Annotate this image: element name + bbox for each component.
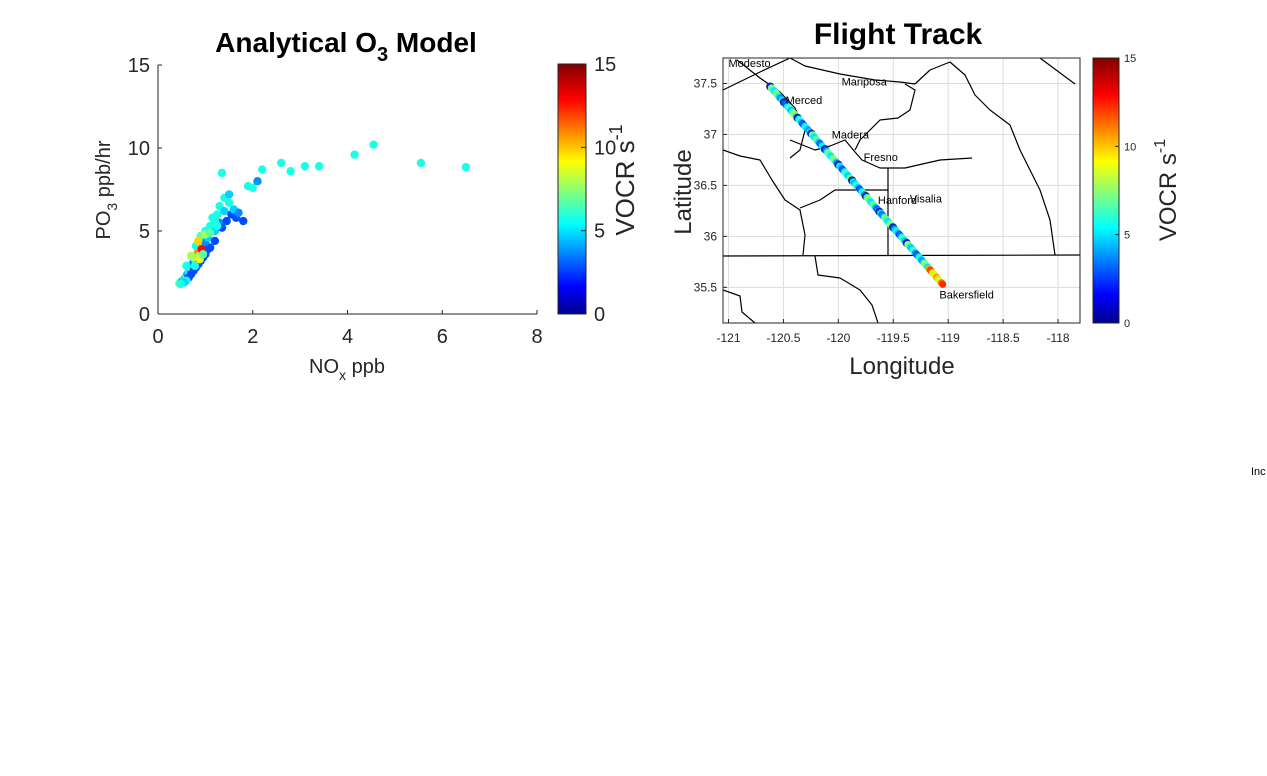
left-scatter-point bbox=[234, 208, 243, 217]
left-x-axis-label: NOx ppb bbox=[309, 356, 385, 383]
left-y-tick-label: 0 bbox=[139, 304, 150, 326]
right-colorbar-tick-label: 15 bbox=[1124, 53, 1136, 65]
left-scatter-point bbox=[213, 210, 222, 219]
right-colorbar bbox=[1092, 57, 1120, 324]
left-y-tick-label: 15 bbox=[128, 55, 150, 77]
border-north bbox=[723, 58, 916, 91]
left-scatter-point bbox=[300, 162, 310, 171]
city-label: Hanford bbox=[878, 195, 917, 207]
left-colorbar-tick-label: 15 bbox=[594, 54, 616, 76]
left-ticks: 0 2 4 6 8 0 5 10 15 bbox=[128, 55, 543, 348]
city-labels: Modesto Mariposa Merced Madera Fresno Hanford… bbox=[728, 58, 993, 301]
track-point bbox=[939, 280, 947, 288]
left-scatter-point bbox=[217, 168, 227, 178]
left-scatter-point bbox=[194, 236, 203, 246]
left-colorbar bbox=[557, 63, 587, 315]
city-label: Fresno bbox=[864, 152, 898, 164]
left-scatter-point bbox=[222, 216, 231, 226]
city-label: Modesto bbox=[728, 58, 770, 70]
left-scatter-point bbox=[210, 236, 220, 246]
left-y-axis-label: PO3 ppb/hr bbox=[93, 140, 120, 239]
map-x-tick-label: -120 bbox=[826, 331, 850, 345]
left-scatter-point bbox=[369, 140, 378, 149]
left-colorbar-tick-label: 0 bbox=[594, 304, 605, 326]
left-scatter-point bbox=[176, 279, 185, 289]
right-colorbar-tick-label: 0 bbox=[1124, 318, 1130, 330]
left-scatter-point bbox=[210, 216, 220, 226]
border-sw bbox=[723, 289, 756, 323]
left-scatter-point bbox=[224, 190, 234, 199]
left-x-tick-label: 8 bbox=[531, 326, 542, 348]
stray-clipped-label: Inc bbox=[1251, 466, 1266, 478]
map-y-tick-label: 37.5 bbox=[694, 76, 718, 90]
left-chart-title: Analytical O3 Model bbox=[215, 27, 477, 66]
map-frame bbox=[722, 57, 1081, 324]
city-label: Merced bbox=[786, 95, 823, 107]
left-scatter-point bbox=[198, 250, 208, 259]
map-ticks: -121 -120.5 -120 -119.5 -119 -118.5 -118 35.5 36… bbox=[694, 76, 1070, 345]
flight-track bbox=[766, 82, 947, 288]
map-y-tick-label: 36.5 bbox=[694, 178, 718, 192]
left-x-tick-label: 4 bbox=[342, 326, 353, 348]
map-x-tick-label: -119 bbox=[937, 331, 960, 345]
left-x-tick-label: 6 bbox=[437, 326, 448, 348]
map-x-tick-label: -120.5 bbox=[766, 331, 800, 345]
map-x-tick-label: -118.5 bbox=[987, 331, 1020, 345]
map-x-tick-label: -121 bbox=[716, 331, 740, 345]
right-chart-title: Flight Track bbox=[814, 18, 983, 51]
left-colorbar-tick-label: 5 bbox=[594, 221, 605, 243]
left-y-tick-label: 5 bbox=[139, 221, 150, 243]
left-scatter-point bbox=[276, 158, 286, 168]
right-chart: Flight Track Modesto Mariposa Merced Madera… bbox=[670, 18, 1182, 380]
left-scatter-point bbox=[220, 206, 229, 216]
map-x-tick-label: -119.5 bbox=[877, 331, 910, 345]
left-x-tick-label: 0 bbox=[152, 326, 163, 348]
border-mariposa bbox=[854, 83, 916, 151]
map-y-tick-label: 35.5 bbox=[694, 280, 718, 294]
left-scatter-point bbox=[248, 183, 257, 193]
map-x-axis-label: Longitude bbox=[849, 353, 954, 380]
map-y-tick-label: 37 bbox=[704, 127, 718, 141]
left-y-tick-label: 10 bbox=[128, 138, 150, 160]
border-south bbox=[814, 255, 879, 323]
left-scatter-point bbox=[314, 162, 324, 171]
right-colorbar-tick-label: 5 bbox=[1124, 230, 1130, 242]
left-scatter-point bbox=[253, 177, 262, 186]
left-scatter-point bbox=[224, 198, 234, 207]
left-colorbar-tick-label: 10 bbox=[594, 137, 616, 159]
left-scatter-point bbox=[186, 251, 196, 261]
right-colorbar-tick-label: 10 bbox=[1124, 141, 1136, 153]
border-center-west bbox=[799, 189, 850, 209]
left-scatter-point bbox=[258, 165, 267, 174]
city-label: Visalia bbox=[910, 194, 943, 206]
city-label: Mariposa bbox=[842, 77, 888, 89]
city-label: Bakersfield bbox=[939, 290, 993, 302]
left-colorbar-ticks: 0 5 10 15 bbox=[581, 54, 616, 326]
map-y-tick-label: 36 bbox=[704, 229, 718, 243]
left-x-tick-label: 2 bbox=[247, 326, 258, 348]
left-scatter-point bbox=[190, 261, 200, 271]
left-points bbox=[175, 140, 471, 289]
left-scatter-point bbox=[461, 162, 471, 172]
city-label: Madera bbox=[832, 130, 870, 142]
left-scatter-point bbox=[286, 167, 295, 176]
left-scatter-point bbox=[416, 158, 426, 168]
left-scatter-point bbox=[239, 216, 248, 226]
left-scatter-point bbox=[350, 150, 359, 159]
right-colorbar-ticks: 0 5 10 15 bbox=[1115, 53, 1136, 330]
border-kings bbox=[723, 149, 806, 256]
map-x-tick-label: -118 bbox=[1046, 331, 1069, 345]
border-fresno-east bbox=[914, 61, 1056, 256]
border-ne bbox=[1039, 58, 1076, 85]
map-y-axis-label: Latitude bbox=[670, 149, 697, 234]
border-state-line bbox=[723, 254, 1080, 257]
left-scatter-point bbox=[182, 261, 191, 271]
left-scatter-point bbox=[205, 228, 215, 237]
left-colorbar-label: VOCR s-1 bbox=[606, 124, 640, 235]
right-colorbar-label: VOCR s-1 bbox=[1152, 139, 1182, 241]
